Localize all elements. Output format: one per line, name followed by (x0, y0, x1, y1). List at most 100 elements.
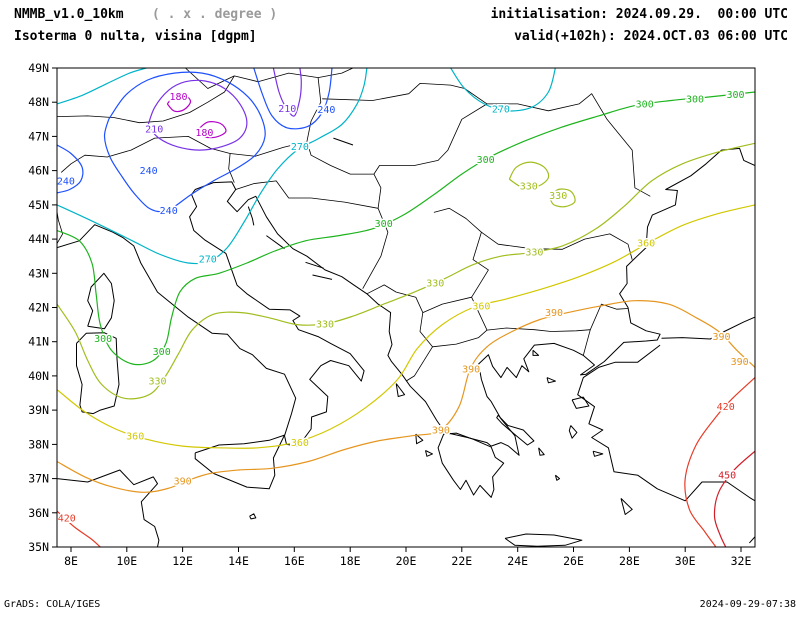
border-path (57, 211, 63, 244)
contour-line-240 (57, 144, 84, 194)
y-axis-label: 41N (28, 335, 49, 349)
contour-line-300 (57, 91, 755, 366)
border-path (185, 68, 235, 89)
y-axis-label: 35N (28, 540, 49, 554)
coastline-path (395, 383, 406, 397)
coastline-path (504, 533, 583, 547)
contour-line-180 (197, 121, 227, 139)
coastline-path (661, 316, 755, 340)
x-axis-label: 30E (675, 554, 696, 568)
contour-label-450: 450 (718, 471, 736, 482)
contour-label-180: 180 (195, 128, 213, 139)
init-time-label: initialisation: 2024.09.29. 00:00 UTC (490, 7, 788, 22)
coastline-path (333, 137, 354, 146)
coastline-path (57, 469, 160, 547)
coastline-path (554, 474, 561, 481)
x-axis-label: 24E (507, 554, 528, 568)
contour-line-420 (57, 510, 101, 547)
border-path (235, 180, 312, 199)
y-axis-label: 44N (28, 232, 49, 246)
contour-label-270: 270 (199, 254, 217, 265)
contour-label-270: 270 (291, 142, 309, 153)
coastline-path (496, 414, 535, 446)
border-path (373, 173, 382, 209)
coastline-path (312, 274, 333, 280)
contour-label-330: 330 (520, 182, 538, 193)
y-axis-label: 43N (28, 266, 49, 280)
contour-label-240: 240 (317, 105, 335, 116)
contour-line-180 (166, 93, 192, 113)
contour-line-330 (508, 161, 550, 189)
y-axis-label: 38N (28, 437, 49, 451)
contour-label-360: 360 (637, 239, 655, 250)
y-axis-label: 39N (28, 403, 49, 417)
x-axis-label: 26E (563, 554, 584, 568)
contour-label-330: 330 (426, 278, 444, 289)
contour-label-420: 420 (58, 513, 76, 524)
contour-line-450 (713, 450, 755, 547)
contour-label-390: 390 (731, 357, 749, 368)
coastline-path (87, 272, 115, 330)
contour-label-240: 240 (57, 176, 75, 187)
coastline-path (532, 349, 540, 356)
contour-label-390: 390 (432, 426, 450, 437)
coastline-path (538, 447, 545, 456)
contour-label-360: 360 (472, 301, 490, 312)
contour-label-300: 300 (375, 219, 393, 230)
contour-label-210: 210 (145, 124, 163, 135)
field-title: Isoterma 0 nulta, visina [dgpm] (14, 29, 257, 44)
contour-line-270 (57, 68, 147, 105)
contour-label-270: 270 (492, 105, 510, 116)
y-axis-label: 47N (28, 129, 49, 143)
coastline-path (249, 513, 257, 520)
contour-label-330: 330 (525, 248, 543, 259)
coastline-path (247, 206, 255, 226)
coastline-path (568, 425, 578, 439)
x-axis-label: 22E (451, 554, 472, 568)
border-path (589, 303, 629, 330)
coastline-path (194, 434, 285, 490)
y-axis-label: 49N (28, 61, 49, 75)
coastline-path (425, 450, 433, 457)
border-path (57, 72, 651, 197)
border-path (60, 136, 235, 183)
coastline-path (546, 377, 556, 384)
y-axis-label: 45N (28, 198, 49, 212)
border-path (481, 231, 633, 260)
contour-label-300: 300 (686, 94, 704, 105)
y-axis-label: 37N (28, 472, 49, 486)
coastline-path (57, 147, 755, 456)
contour-label-390: 390 (712, 332, 730, 343)
contour-line-360 (57, 204, 755, 449)
x-axis-label: 10E (116, 554, 137, 568)
y-axis-label: 48N (28, 95, 49, 109)
coastline-path (749, 536, 755, 544)
contour-label-420: 420 (717, 402, 735, 413)
contour-line-390 (57, 300, 755, 493)
coastline-path (266, 235, 285, 250)
border-path (471, 232, 489, 331)
contour-label-390: 390 (174, 477, 192, 488)
contour-label-300: 300 (636, 99, 654, 110)
border-path (422, 296, 472, 313)
contour-label-300: 300 (726, 90, 744, 101)
contour-label-360: 360 (291, 438, 309, 449)
x-axis-label: 18E (340, 554, 361, 568)
contour-label-360: 360 (126, 431, 144, 442)
y-axis-label: 36N (28, 506, 49, 520)
coastline-path (571, 396, 590, 409)
x-axis-label: 32E (731, 554, 752, 568)
contour-label-300: 300 (153, 347, 171, 358)
border-path (433, 207, 482, 233)
border-path (311, 197, 389, 289)
contour-line-330 (549, 188, 576, 208)
x-axis-label: 12E (172, 554, 193, 568)
contour-label-330: 330 (148, 377, 166, 388)
x-axis-label: 14E (228, 554, 249, 568)
contour-label-390: 390 (462, 365, 480, 376)
contour-label-210: 210 (278, 104, 296, 115)
contour-line-240 (103, 71, 266, 213)
render-timestamp: 2024-09-29-07:38 (699, 599, 796, 610)
